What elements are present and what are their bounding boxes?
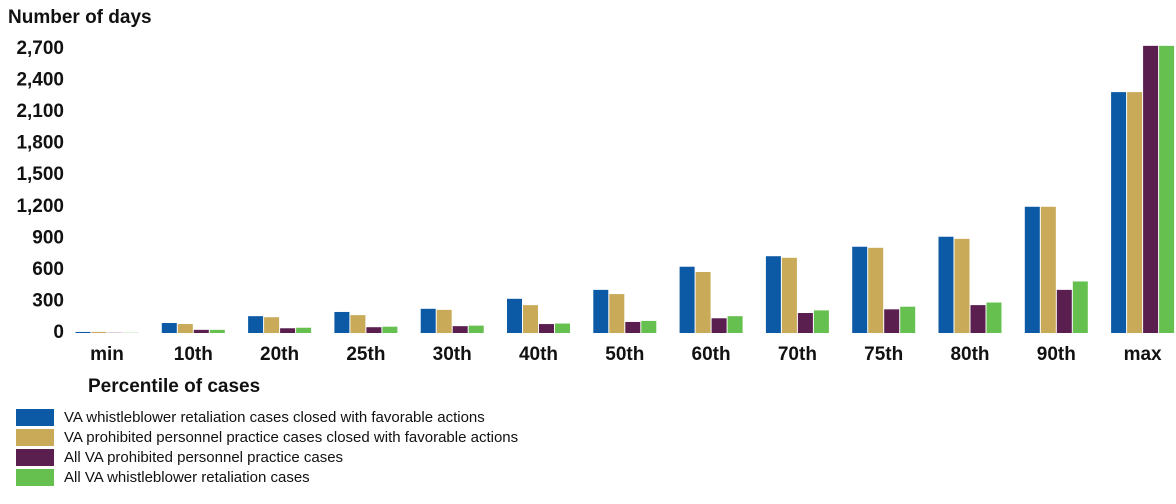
legend-label: All VA prohibited personnel practice cas…: [64, 449, 343, 466]
bar: [868, 247, 884, 333]
bar: [1024, 206, 1040, 333]
bar: [1072, 281, 1088, 333]
bar: [366, 327, 382, 333]
legend-swatch: [16, 429, 54, 446]
bar: [280, 328, 296, 333]
legend-swatch: [16, 469, 54, 486]
bar: [296, 327, 312, 333]
x-tick-label: 70th: [778, 344, 817, 365]
x-tick-label: 90th: [1037, 344, 1076, 365]
bar: [177, 324, 193, 333]
bar: [900, 306, 916, 333]
x-tick-label: 20th: [260, 344, 299, 365]
x-tick-label: 80th: [950, 344, 989, 365]
bar: [884, 309, 900, 333]
bar: [468, 325, 484, 333]
legend-label: VA prohibited personnel practice cases c…: [64, 429, 518, 446]
bar: [1127, 92, 1143, 334]
bar: [334, 311, 350, 333]
x-tick-label: 75th: [864, 344, 903, 365]
bar: [523, 305, 538, 333]
bar: [695, 271, 711, 333]
y-tick-label: 1,800: [16, 133, 64, 154]
bar: [1056, 289, 1072, 333]
bar: [248, 316, 264, 333]
y-tick-label: 1,200: [16, 196, 64, 217]
bar: [679, 266, 695, 333]
x-tick-label: min: [90, 344, 124, 365]
bar: [193, 329, 209, 333]
bar: [1040, 206, 1056, 333]
bar: [641, 320, 657, 333]
bar: [938, 236, 954, 333]
x-tick-label: 50th: [605, 344, 644, 365]
bar: [625, 321, 641, 333]
y-tick-label: 1,500: [16, 164, 64, 185]
x-tick-label: max: [1124, 344, 1162, 365]
x-axis-title: Percentile of cases: [88, 376, 260, 397]
bar: [797, 313, 813, 333]
legend-label: All VA whistleblower retaliation cases: [64, 469, 310, 486]
bar: [382, 326, 398, 333]
bar: [91, 331, 107, 333]
bar: [852, 246, 868, 333]
bar: [609, 294, 625, 333]
y-tick-label: 0: [53, 322, 64, 343]
bar: [954, 238, 970, 333]
x-tick-label: 40th: [519, 344, 558, 365]
legend-label: VA whistleblower retaliation cases close…: [64, 409, 485, 426]
x-tick-label: 30th: [433, 344, 472, 365]
y-tick-label: 2,100: [16, 101, 64, 122]
bar: [436, 309, 452, 333]
bar: [420, 308, 436, 333]
bar: [765, 256, 781, 333]
bar: [350, 315, 366, 333]
y-tick-label: 2,700: [16, 38, 64, 59]
bar: [813, 310, 829, 333]
x-tick-label: 25th: [346, 344, 385, 365]
bar: [781, 257, 797, 333]
bar: [727, 316, 743, 333]
bar: [161, 323, 177, 333]
x-tick-label: 10th: [174, 344, 213, 365]
legend-swatch: [16, 449, 54, 466]
bar: [1143, 45, 1159, 333]
bar: [970, 305, 986, 333]
bar: [986, 302, 1002, 333]
y-tick-label: 300: [32, 290, 64, 311]
y-tick-label: 900: [32, 227, 64, 248]
bar: [264, 317, 280, 333]
bar: [1159, 45, 1175, 333]
bar: [75, 331, 91, 333]
y-axis-title: Number of days: [8, 7, 152, 28]
y-tick-label: 600: [32, 259, 64, 280]
y-tick-label: 2,400: [16, 70, 64, 91]
x-tick-label: 60th: [692, 344, 731, 365]
bar: [555, 323, 570, 333]
bar: [209, 329, 225, 333]
bar: [539, 324, 554, 333]
bar: [593, 289, 609, 333]
bar: [1111, 92, 1127, 334]
legend-swatch: [16, 409, 54, 426]
bar: [507, 298, 522, 333]
bar: [711, 318, 727, 333]
bar: [452, 326, 468, 333]
